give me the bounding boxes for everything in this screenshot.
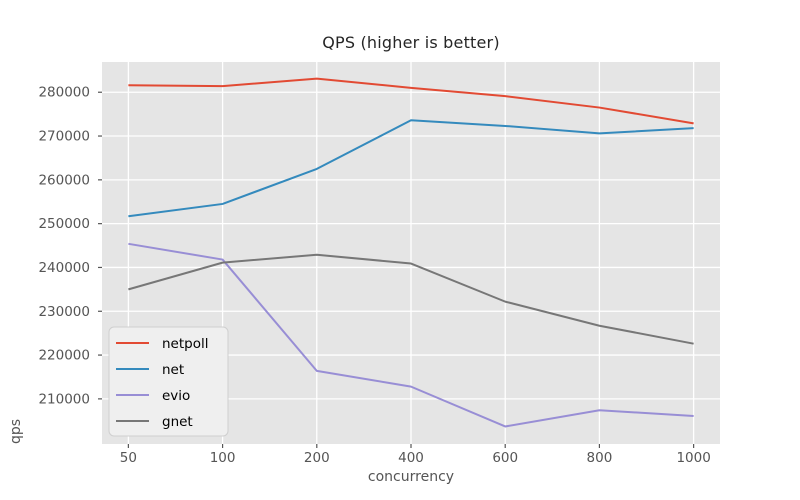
series-line-evio <box>128 242 694 428</box>
x-tick-label: 50 <box>120 450 137 466</box>
x-tick-label: 100 <box>210 450 236 466</box>
legend-label-gnet: gnet <box>162 414 193 430</box>
series-line-net <box>128 119 694 218</box>
y-tick-label: 270000 <box>38 129 90 145</box>
legend-box <box>108 326 229 437</box>
x-tick-label: 200 <box>304 450 330 466</box>
series-line-gnet <box>128 253 694 345</box>
y-tick-label: 250000 <box>38 216 90 232</box>
legend-label-netpoll: netpoll <box>162 336 209 352</box>
x-tick-label: 600 <box>492 450 518 466</box>
y-tick-label: 280000 <box>38 85 90 101</box>
series-line-netpoll <box>128 77 694 125</box>
y-tick-label: 220000 <box>38 348 90 364</box>
y-tick-label: 230000 <box>38 304 90 320</box>
x-tick-label: 1000 <box>676 450 710 466</box>
y-tick-label: 210000 <box>38 391 90 407</box>
y-axis-label: qps <box>8 418 24 444</box>
y-tick-label: 260000 <box>38 172 90 188</box>
x-tick-label: 800 <box>587 450 613 466</box>
legend-label-net: net <box>162 362 184 378</box>
x-axis-label: concurrency <box>367 469 455 485</box>
x-tick-label: 400 <box>398 450 424 466</box>
chart-title: QPS (higher is better) <box>322 33 500 52</box>
y-tick-label: 240000 <box>38 260 90 276</box>
legend-label-evio: evio <box>162 388 190 404</box>
